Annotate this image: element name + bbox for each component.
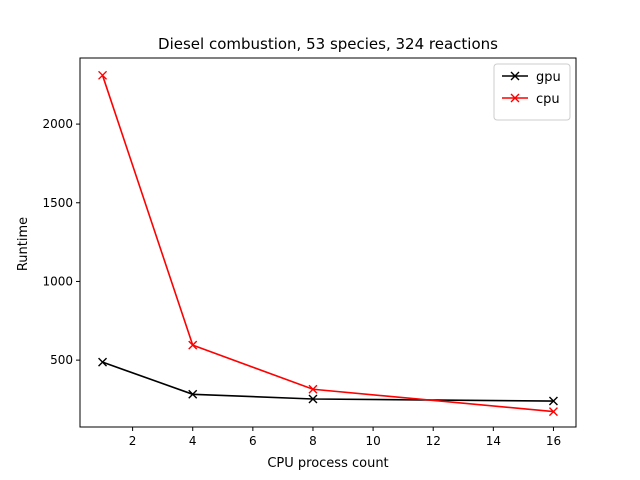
data-point-gpu-3	[548, 396, 558, 406]
y-tick-label: 1000	[42, 274, 73, 288]
data-point-cpu-3	[548, 407, 558, 417]
y-axis-label: Runtime	[16, 217, 31, 271]
axes-frame	[79, 57, 577, 428]
series-line-cpu	[101, 75, 554, 413]
y-tick-label: 500	[50, 353, 73, 367]
data-point-cpu-2	[308, 384, 318, 394]
legend-marker-gpu	[510, 71, 520, 81]
x-tick-label: 16	[546, 434, 561, 448]
data-point-gpu-1	[188, 389, 198, 399]
data-point-gpu-2	[308, 394, 318, 404]
x-tick-label: 4	[189, 434, 197, 448]
x-tick-label: 12	[426, 434, 441, 448]
x-tick-label: 10	[365, 434, 380, 448]
x-tick-label: 14	[486, 434, 501, 448]
data-point-gpu-0	[98, 357, 108, 367]
data-point-cpu-1	[188, 340, 198, 350]
y-tick-label: 1500	[42, 196, 73, 210]
x-tick-label: 8	[309, 434, 317, 448]
legend-label-gpu: gpu	[536, 70, 561, 85]
legend-marker-cpu	[510, 93, 520, 103]
x-tick-label: 2	[129, 434, 137, 448]
chart-title: Diesel combustion, 53 species, 324 react…	[158, 35, 498, 53]
legend: gpu cpu	[493, 63, 571, 121]
x-tick-label: 6	[249, 434, 257, 448]
data-point-cpu-0	[98, 70, 108, 80]
plot-area: 2 4 6 8 10 12 14 16 500 1000 1500 2000	[42, 57, 577, 448]
legend-label-cpu: cpu	[536, 92, 560, 107]
x-axis-label: CPU process count	[267, 456, 388, 471]
y-tick-label: 2000	[42, 117, 73, 131]
